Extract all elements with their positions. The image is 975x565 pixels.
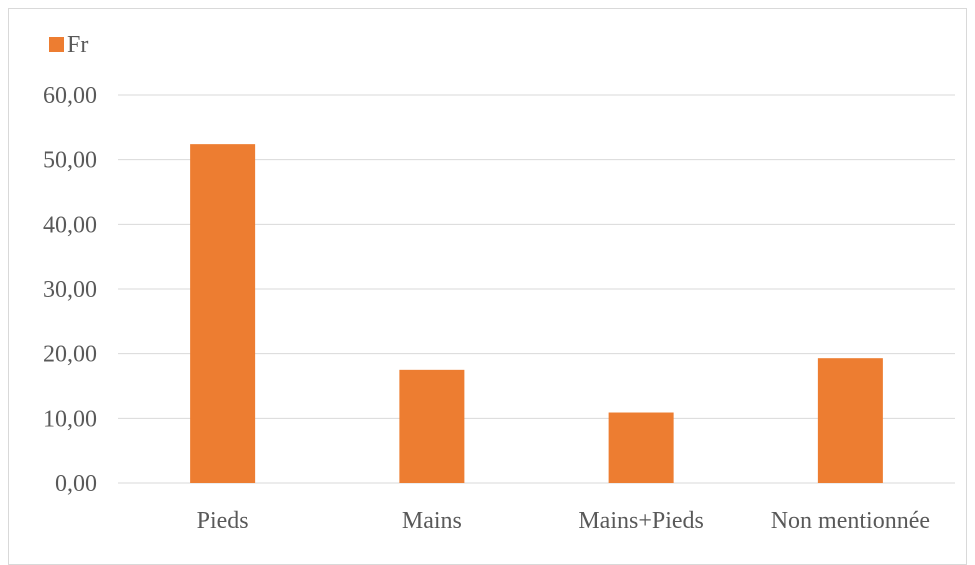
x-tick-label: Mains: [402, 508, 462, 534]
y-tick-label: 0,00: [55, 471, 97, 497]
y-tick-label: 10,00: [43, 406, 97, 432]
bar-mains-pieds: [608, 412, 674, 483]
bar-pieds: [190, 144, 256, 483]
bar-mains: [399, 369, 465, 483]
y-tick-label: 60,00: [43, 83, 97, 109]
bar-non-mentionn-e: [817, 358, 883, 483]
chart-area: [8, 8, 967, 565]
x-tick-label: Pieds: [197, 508, 249, 534]
y-tick-label: 40,00: [43, 212, 97, 238]
x-tick-label: Mains+Pieds: [578, 508, 704, 534]
y-tick-label: 50,00: [43, 148, 97, 174]
y-axis-ticks: 0,00 10,00 20,00 30,00 40,00 50,00 60,00: [43, 83, 97, 497]
y-tick-label: 30,00: [43, 277, 97, 303]
legend: Fr: [49, 32, 88, 58]
gridlines: [118, 94, 955, 484]
bars: [190, 144, 883, 483]
x-axis-ticks: Pieds Mains Mains+Pieds Non mentionnée: [197, 508, 930, 534]
legend-label: Fr: [67, 32, 88, 58]
y-tick-label: 20,00: [43, 342, 97, 368]
legend-swatch: [49, 37, 64, 52]
x-tick-label: Non mentionnée: [771, 508, 930, 534]
